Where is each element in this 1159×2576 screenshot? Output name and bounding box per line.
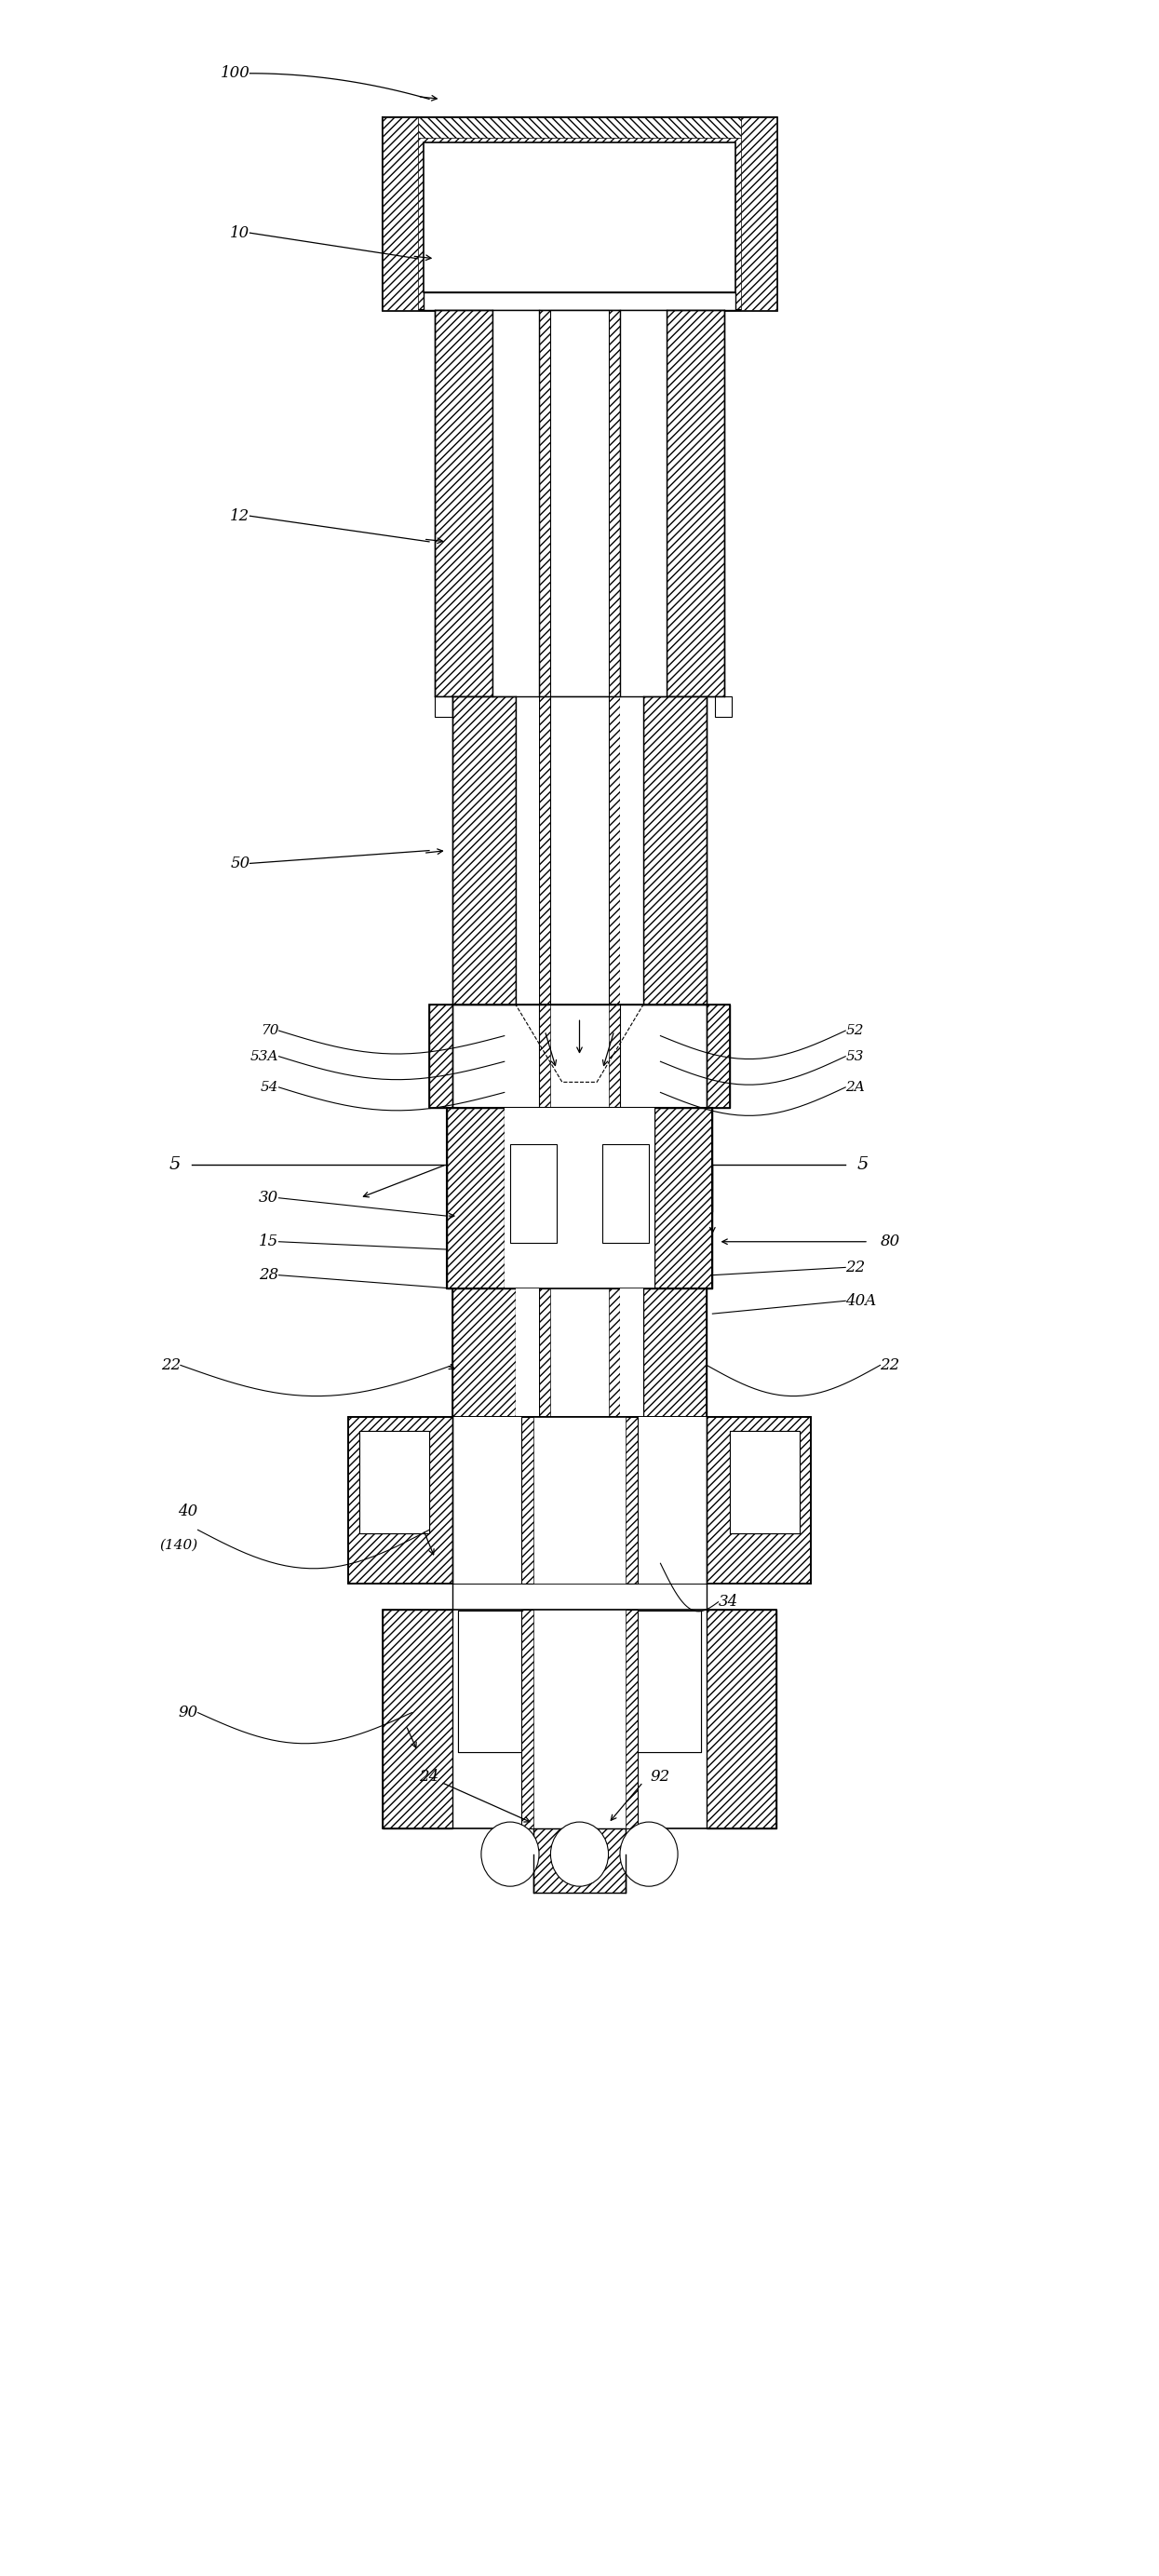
Bar	[458, 1610, 539, 1752]
Bar	[603, 1144, 649, 1244]
Bar	[539, 1005, 620, 1108]
Bar	[510, 1144, 556, 1244]
Bar	[493, 309, 539, 696]
Text: 5: 5	[857, 1157, 868, 1172]
Text: 22: 22	[880, 1358, 899, 1373]
Bar	[423, 291, 736, 309]
Bar	[382, 1610, 777, 1829]
Text: 34: 34	[719, 1595, 738, 1610]
Bar	[551, 696, 608, 1005]
Bar	[539, 696, 620, 1005]
Bar	[620, 1610, 701, 1752]
Bar	[620, 1288, 643, 1417]
Text: 2A: 2A	[845, 1082, 865, 1095]
Bar	[504, 1108, 655, 1288]
Ellipse shape	[481, 1821, 539, 1886]
Text: 100: 100	[220, 64, 250, 82]
Bar	[655, 1108, 713, 1288]
Text: 15: 15	[260, 1234, 279, 1249]
Bar	[348, 1417, 811, 1584]
Bar	[539, 1288, 620, 1417]
Bar	[382, 116, 777, 137]
Text: 80: 80	[880, 1234, 899, 1249]
Text: 90: 90	[178, 1705, 198, 1721]
Bar	[730, 1430, 800, 1533]
Text: 24: 24	[420, 1770, 439, 1785]
Bar	[423, 291, 736, 309]
Text: 40: 40	[178, 1504, 198, 1520]
Bar	[551, 1005, 608, 1108]
Text: 53A: 53A	[250, 1051, 279, 1064]
Ellipse shape	[620, 1821, 678, 1886]
Bar	[707, 1610, 777, 1829]
Bar	[423, 142, 736, 291]
Text: 5: 5	[169, 1157, 181, 1172]
Bar	[452, 1417, 707, 1584]
Bar	[707, 1005, 730, 1108]
Bar	[452, 1288, 707, 1417]
Bar	[643, 696, 707, 1005]
Text: 22: 22	[161, 1358, 181, 1373]
Text: 40A: 40A	[845, 1293, 876, 1309]
Bar	[359, 1430, 429, 1533]
Bar	[522, 1417, 637, 1584]
Bar	[539, 309, 620, 696]
Text: (140): (140)	[160, 1538, 198, 1551]
Bar	[551, 1288, 608, 1417]
Bar	[382, 116, 417, 309]
Bar	[522, 1610, 637, 1829]
Bar	[620, 309, 666, 696]
Text: 30: 30	[260, 1190, 279, 1206]
Bar	[429, 1005, 452, 1108]
Bar	[516, 1288, 539, 1417]
Text: 50: 50	[231, 855, 250, 871]
Text: 54: 54	[261, 1082, 279, 1095]
Ellipse shape	[551, 1821, 608, 1886]
Text: 92: 92	[650, 1770, 670, 1785]
Bar	[382, 116, 777, 309]
Bar	[551, 309, 608, 696]
Bar	[666, 309, 724, 696]
Bar	[510, 1144, 556, 1244]
Bar	[533, 1829, 626, 1893]
Bar	[435, 309, 493, 696]
Bar	[446, 1108, 504, 1288]
Bar	[643, 1288, 707, 1417]
Text: 10: 10	[231, 224, 250, 240]
Bar	[382, 1610, 452, 1829]
Bar	[533, 1417, 626, 1584]
Bar	[458, 1610, 539, 1752]
Bar	[446, 1108, 713, 1288]
Bar	[382, 116, 777, 309]
Bar	[516, 696, 539, 1005]
Bar	[715, 696, 732, 716]
Bar	[603, 1144, 649, 1244]
Bar	[742, 116, 777, 309]
Bar	[620, 696, 643, 1005]
Bar	[435, 696, 452, 716]
Bar	[533, 1610, 626, 1829]
Bar	[359, 1430, 429, 1533]
Bar	[452, 1288, 516, 1417]
Bar	[452, 696, 516, 1005]
Bar	[510, 1144, 556, 1244]
Text: 52: 52	[845, 1025, 863, 1038]
Bar	[348, 1417, 811, 1584]
Bar	[452, 696, 461, 716]
Bar	[730, 1430, 800, 1533]
Bar	[429, 1005, 730, 1108]
Text: 12: 12	[231, 507, 250, 523]
Text: 70: 70	[261, 1025, 279, 1038]
Bar	[603, 1144, 649, 1244]
Bar	[620, 1610, 701, 1752]
Text: 22: 22	[845, 1260, 866, 1275]
Text: 53: 53	[845, 1051, 863, 1064]
Text: 28: 28	[260, 1267, 279, 1283]
Bar	[533, 1829, 626, 1893]
